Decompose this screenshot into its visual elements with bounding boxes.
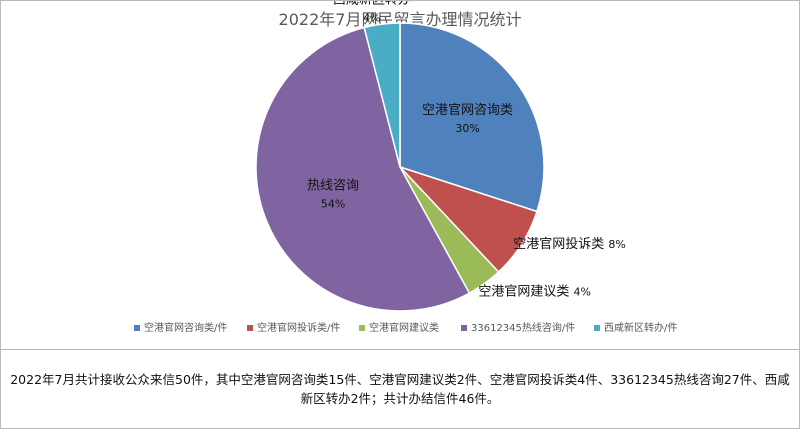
chart-area: 2022年7月网民留言办理情况统计 空港官网咨询类 30% 空港官网投诉类 8% 空港…: [1, 1, 799, 350]
legend-label-4: 33612345热线咨询/件: [471, 321, 575, 334]
legend-item-2: 空港官网投诉类/件: [247, 321, 340, 334]
pie-chart: 2022年7月网民留言办理情况统计 空港官网咨询类 30% 空港官网投诉类 8% 空港…: [134, 1, 677, 334]
caption-text: 2022年7月共计接收公众来信50件，其中空港官网咨询类15件、空港官网建议类2…: [10, 371, 790, 406]
slice-percent-4: 54%: [321, 198, 345, 211]
legend-item-1: 空港官网咨询类/件: [134, 321, 227, 334]
slice-label-5: 西咸新区转办: [333, 1, 411, 8]
slice-percent-2: 8%: [608, 238, 625, 251]
legend-item-3: 空港官网建议类: [359, 321, 439, 334]
slice-percent-5: 4%: [363, 12, 380, 25]
legend-swatch-5: [594, 325, 600, 331]
pie-slice-1: [399, 22, 545, 213]
legend-swatch-4: [461, 325, 467, 331]
slice-label-3: 空港官网建议类 4%: [478, 283, 591, 299]
pie-slice-4: [255, 26, 471, 312]
caption-box: 2022年7月共计接收公众来信50件，其中空港官网咨询类15件、空港官网建议类2…: [1, 350, 799, 427]
legend-item-4: 33612345热线咨询/件: [461, 321, 575, 334]
pie-slice-5: [363, 22, 401, 168]
slice-label-4: 热线咨询: [307, 179, 359, 194]
legend-label-3: 空港官网建议类: [369, 321, 439, 334]
chart-title: 2022年7月网民留言办理情况统计: [279, 10, 522, 29]
slice-percent-1: 30%: [455, 122, 479, 135]
legend-swatch-1: [134, 325, 140, 331]
slice-label-2: 空港官网投诉类 8%: [513, 236, 626, 252]
legend-swatch-3: [359, 325, 365, 331]
legend-item-5: 西咸新区转办/件: [594, 321, 677, 334]
legend-swatch-2: [247, 325, 253, 331]
slice-label-1: 空港官网咨询类: [422, 102, 513, 118]
slice-percent-3: 4%: [573, 285, 590, 298]
legend-label-5: 西咸新区转办/件: [604, 321, 677, 334]
legend-label-2: 空港官网投诉类/件: [257, 321, 340, 334]
legend-label-1: 空港官网咨询类/件: [144, 321, 227, 334]
